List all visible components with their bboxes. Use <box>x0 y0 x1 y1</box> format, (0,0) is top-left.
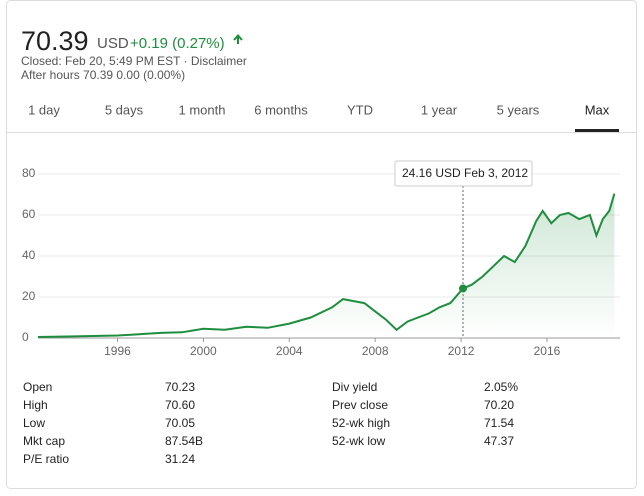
x-tick-label: 2012 <box>448 344 475 358</box>
card <box>6 0 637 489</box>
y-tick-label: 40 <box>22 248 36 262</box>
x-tick-label: 2000 <box>190 344 217 358</box>
tab[interactable]: 1 year <box>421 102 458 117</box>
closed: Closed: Feb 20, 5:49 PM EST · <box>21 54 188 68</box>
stat-value: 70.05 <box>165 416 195 430</box>
tab[interactable]: Max <box>585 102 610 117</box>
tooltip-date: Feb 3, 2012 <box>464 166 528 180</box>
stat-label: Mkt cap <box>23 434 65 448</box>
stat-value: 70.20 <box>484 398 514 412</box>
stat-label: 52-wk high <box>332 416 390 430</box>
tab[interactable]: 6 months <box>254 102 308 117</box>
stat-value: 31.24 <box>165 452 195 466</box>
tab[interactable]: 1 month <box>179 102 226 117</box>
y-tick-label: 20 <box>22 289 36 303</box>
hover-dot <box>459 284 468 293</box>
area <box>38 193 615 338</box>
stat-label: Low <box>23 416 45 430</box>
x-tick-label: 1996 <box>104 344 131 358</box>
tab-indicator <box>575 129 619 132</box>
stat-label: Div yield <box>332 380 377 394</box>
change: +0.19 (0.27%) <box>130 35 225 52</box>
stat-label: P/E ratio <box>23 452 69 466</box>
stat-label: High <box>23 398 48 412</box>
tooltip <box>394 160 533 187</box>
price: 70.39 <box>21 26 89 56</box>
stat-label: Prev close <box>332 398 388 412</box>
up-arrow <box>233 33 243 44</box>
stat-label: 52-wk low <box>332 434 386 448</box>
currency: USD <box>97 35 129 52</box>
tab[interactable]: 5 days <box>105 102 144 117</box>
closed-line: Closed: Feb 20, 5:49 PM EST · Disclaimer <box>21 54 247 68</box>
tab[interactable]: YTD <box>347 102 373 117</box>
x-tick-label: 2016 <box>534 344 561 358</box>
stat-value: 70.23 <box>165 380 195 394</box>
stat-value: 70.60 <box>165 398 195 412</box>
y-tick-label: 60 <box>22 207 36 221</box>
stat-value: 87.54B <box>165 434 203 448</box>
y-tick-label: 80 <box>22 166 36 180</box>
tab[interactable]: 5 years <box>497 102 540 117</box>
y-tick-label: 0 <box>22 330 29 344</box>
price-line <box>37 193 616 338</box>
tooltip-value: 24.16 USD <box>402 166 461 180</box>
disclaimer[interactable]: Disclaimer <box>191 54 247 68</box>
x-tick-label: 2004 <box>276 344 303 358</box>
tab[interactable]: 1 day <box>28 102 60 117</box>
stat-value: 71.54 <box>484 416 514 430</box>
after-hours: After hours 70.39 0.00 (0.00%) <box>21 68 185 82</box>
x-tick-label: 2008 <box>362 344 389 358</box>
stat-value: 47.37 <box>484 434 514 448</box>
stat-label: Open <box>23 380 52 394</box>
stat-value: 2.05% <box>484 380 518 394</box>
